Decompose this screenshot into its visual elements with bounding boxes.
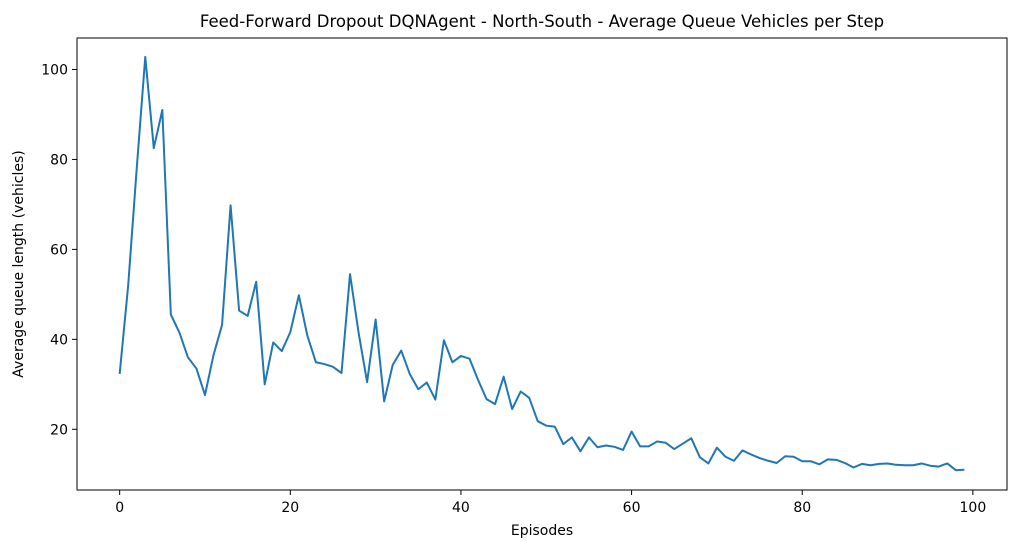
plot-area <box>77 38 1007 490</box>
y-axis-label: Average queue length (vehicles) <box>11 150 27 377</box>
x-axis-label: Episodes <box>511 523 573 539</box>
series-line-0 <box>118 55 965 472</box>
x-tick-label: 80 <box>793 500 811 516</box>
x-ticks: 0 20 40 60 80 100 <box>115 490 986 516</box>
axes-layer <box>76 37 1008 491</box>
chart-title: Feed-Forward Dropout DQNAgent - North-So… <box>200 12 884 31</box>
y-tick-label: 100 <box>41 62 68 78</box>
series-layer <box>118 55 965 472</box>
x-tick-label: 100 <box>960 500 987 516</box>
y-tick-label: 40 <box>50 332 68 348</box>
y-tick-label: 20 <box>50 422 68 438</box>
y-tick-label: 80 <box>50 152 68 168</box>
x-tick-label: 20 <box>281 500 299 516</box>
plot-frame <box>76 37 1008 491</box>
x-tick-label: 40 <box>452 500 470 516</box>
y-tick-label: 60 <box>50 242 68 258</box>
x-tick-label: 0 <box>115 500 124 516</box>
y-ticks: 20 40 60 80 100 <box>41 62 77 438</box>
x-tick-label: 60 <box>623 500 641 516</box>
